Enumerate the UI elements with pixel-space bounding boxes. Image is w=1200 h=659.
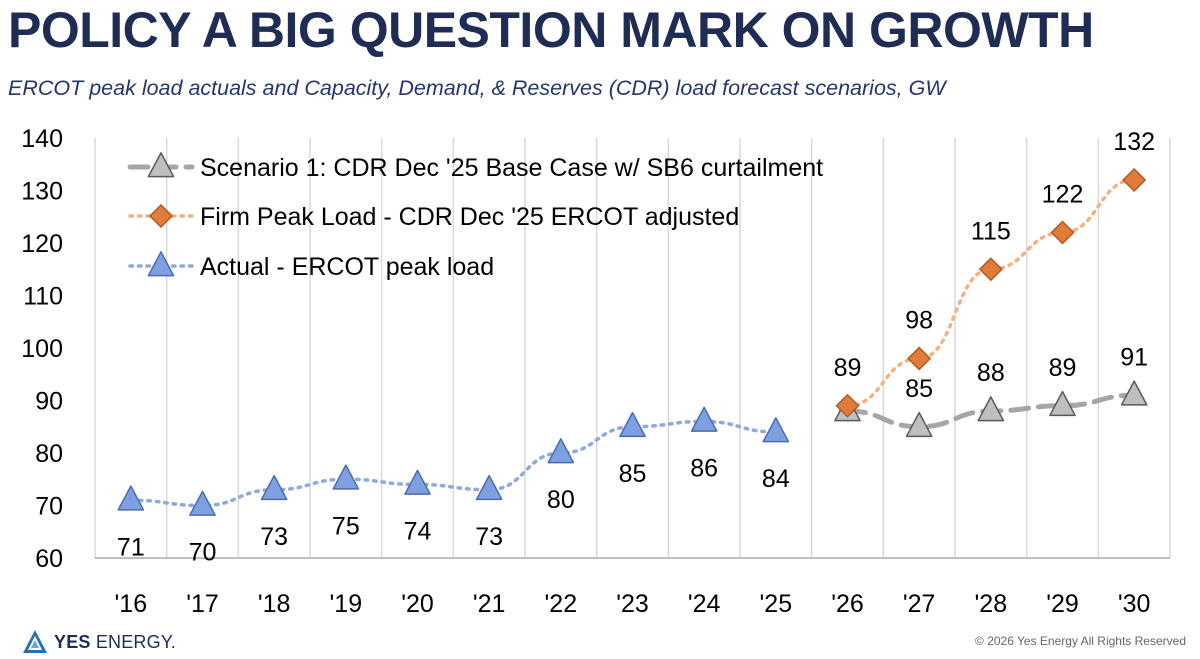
triangle-marker <box>905 411 933 438</box>
x-tick-label: '22 <box>545 590 578 618</box>
data-label: 85 <box>619 460 647 488</box>
data-label: 80 <box>547 486 575 514</box>
legend-label: Firm Peak Load - CDR Dec '25 ERCOT adjus… <box>200 203 739 231</box>
y-tick-label: 80 <box>35 440 63 468</box>
legend-label: Scenario 1: CDR Dec '25 Base Case w/ SB6… <box>200 154 823 182</box>
triangle-marker <box>117 485 145 511</box>
x-tick-label: '25 <box>760 590 793 618</box>
diamond-marker <box>1050 220 1075 245</box>
data-label: 89 <box>1049 354 1077 382</box>
diamond-marker <box>978 257 1003 282</box>
legend-marker <box>147 251 175 277</box>
data-label: 89 <box>834 354 862 382</box>
diamond-marker <box>907 346 932 371</box>
y-tick-label: 100 <box>21 335 63 363</box>
data-label: 88 <box>977 359 1005 387</box>
legend-marker <box>147 152 175 178</box>
data-label: 84 <box>762 465 790 493</box>
y-tick-label: 110 <box>23 283 63 311</box>
series-line <box>845 178 1136 408</box>
diamond-marker <box>1122 167 1147 193</box>
data-label: 74 <box>404 518 432 546</box>
x-tick-label: '16 <box>115 590 148 618</box>
triangle-marker <box>762 417 790 443</box>
data-label: 70 <box>189 539 217 567</box>
grid-lines <box>94 138 1171 558</box>
data-label: 98 <box>905 307 933 335</box>
yes-energy-logo: YES ENERGY. <box>22 628 176 656</box>
page-title: POLICY A BIG QUESTION MARK ON GROWTH <box>8 2 1094 58</box>
triangle-marker <box>690 406 718 432</box>
x-tick-label: '30 <box>1118 590 1151 618</box>
diamond-marker <box>835 393 860 418</box>
legend: Scenario 1: CDR Dec '25 Base Case w/ SB6… <box>127 152 823 281</box>
triangle-marker <box>189 490 216 516</box>
data-label: 71 <box>117 533 145 561</box>
triangle-marker <box>332 464 360 490</box>
triangle-marker <box>404 469 431 495</box>
triangle-marker <box>260 474 288 501</box>
x-tick-label: '29 <box>1046 590 1079 618</box>
legend-marker <box>148 203 174 229</box>
data-label: 73 <box>260 523 288 551</box>
legend-label: Actual - ERCOT peak load <box>200 253 494 281</box>
axes: 60 70 80 90 100 110 120 130 140 '16 '17 '18 '19 '20 '2… <box>21 125 1170 618</box>
data-label: 115 <box>971 217 1011 245</box>
y-tick-label: 70 <box>35 493 63 521</box>
x-tick-label: '20 <box>401 590 434 618</box>
data-label: 73 <box>475 523 503 551</box>
y-tick-label: 90 <box>35 388 63 416</box>
y-tick-label: 130 <box>21 178 63 206</box>
data-label: 132 <box>1113 128 1155 156</box>
x-tick-label: '27 <box>903 590 936 618</box>
x-tick-label: '18 <box>258 590 291 618</box>
triangle-marker <box>547 438 575 464</box>
x-tick-label: '19 <box>330 590 363 618</box>
copyright-notice: © 2026 Yes Energy All Rights Reserved <box>975 634 1186 648</box>
triangle-marker <box>475 474 503 501</box>
triangle-marker <box>619 411 646 438</box>
triangle-marker <box>1120 380 1148 406</box>
chart-subtitle: ERCOT peak load actuals and Capacity, De… <box>8 76 946 100</box>
triangle-marker <box>1049 390 1076 417</box>
logo-mark-icon <box>23 630 47 653</box>
data-labels: 85 88 89 91 89 98 115 122 132 71 70 73 75 74 73 80 85 86 8… <box>117 128 1155 567</box>
x-tick-label: '23 <box>616 590 649 618</box>
series-line <box>129 419 778 508</box>
x-tick-label: '28 <box>975 590 1008 618</box>
data-label: 85 <box>905 375 933 403</box>
x-tick-label: '26 <box>831 590 864 618</box>
logo-text: YES ENERGY. <box>54 631 176 652</box>
data-label: 86 <box>690 455 718 483</box>
x-tick-label: '21 <box>473 590 506 618</box>
data-label: 122 <box>1042 181 1084 209</box>
series-markers <box>117 167 1148 516</box>
y-tick-label: 140 <box>21 125 63 153</box>
data-label: 91 <box>1120 343 1148 371</box>
x-tick-label: '17 <box>186 590 219 618</box>
triangle-marker <box>977 396 1005 422</box>
y-tick-label: 60 <box>35 545 63 573</box>
y-tick-label: 120 <box>21 230 63 258</box>
x-tick-label: '24 <box>688 590 721 618</box>
data-label: 75 <box>332 512 360 540</box>
